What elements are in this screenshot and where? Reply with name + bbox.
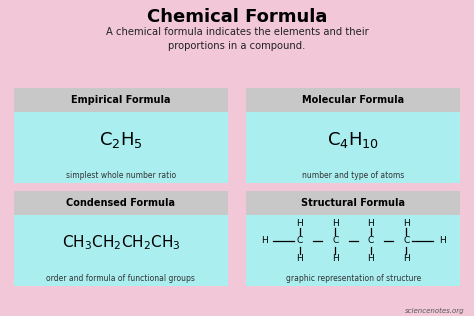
Text: H: H [367, 254, 374, 263]
Text: H: H [332, 254, 339, 263]
Text: H: H [403, 219, 410, 228]
Text: simplest whole number ratio: simplest whole number ratio [66, 171, 176, 180]
Text: $\mathrm{C_4H_{10}}$: $\mathrm{C_4H_{10}}$ [327, 130, 379, 150]
Text: Empirical Formula: Empirical Formula [71, 95, 171, 105]
Text: $\mathrm{C_2H_5}$: $\mathrm{C_2H_5}$ [99, 130, 143, 150]
Text: C: C [332, 236, 338, 246]
Text: sciencenotes.org: sciencenotes.org [405, 308, 465, 314]
FancyBboxPatch shape [246, 112, 460, 183]
Text: $\mathrm{CH_3CH_2CH_2CH_3}$: $\mathrm{CH_3CH_2CH_2CH_3}$ [62, 233, 180, 252]
Text: Condensed Formula: Condensed Formula [66, 198, 175, 208]
Text: C: C [297, 236, 303, 246]
FancyBboxPatch shape [14, 112, 228, 183]
Text: C: C [368, 236, 374, 246]
Text: Structural Formula: Structural Formula [301, 198, 405, 208]
FancyBboxPatch shape [246, 88, 460, 112]
Text: H: H [332, 219, 339, 228]
Text: order and formula of functional groups: order and formula of functional groups [46, 274, 195, 283]
FancyBboxPatch shape [14, 191, 228, 215]
Text: H: H [261, 236, 268, 246]
Text: H: H [367, 219, 374, 228]
Text: H: H [403, 254, 410, 263]
Text: number and type of atoms: number and type of atoms [302, 171, 404, 180]
Text: H: H [438, 236, 446, 246]
Text: A chemical formula indicates the elements and their
proportions in a compound.: A chemical formula indicates the element… [106, 27, 368, 51]
FancyBboxPatch shape [246, 191, 460, 215]
Text: H: H [296, 254, 303, 263]
FancyBboxPatch shape [14, 215, 228, 286]
Text: Chemical Formula: Chemical Formula [147, 8, 327, 26]
Text: H: H [296, 219, 303, 228]
Text: Molecular Formula: Molecular Formula [302, 95, 404, 105]
FancyBboxPatch shape [14, 88, 228, 112]
FancyBboxPatch shape [246, 215, 460, 286]
Text: C: C [403, 236, 410, 246]
Text: graphic representation of structure: graphic representation of structure [285, 274, 421, 283]
